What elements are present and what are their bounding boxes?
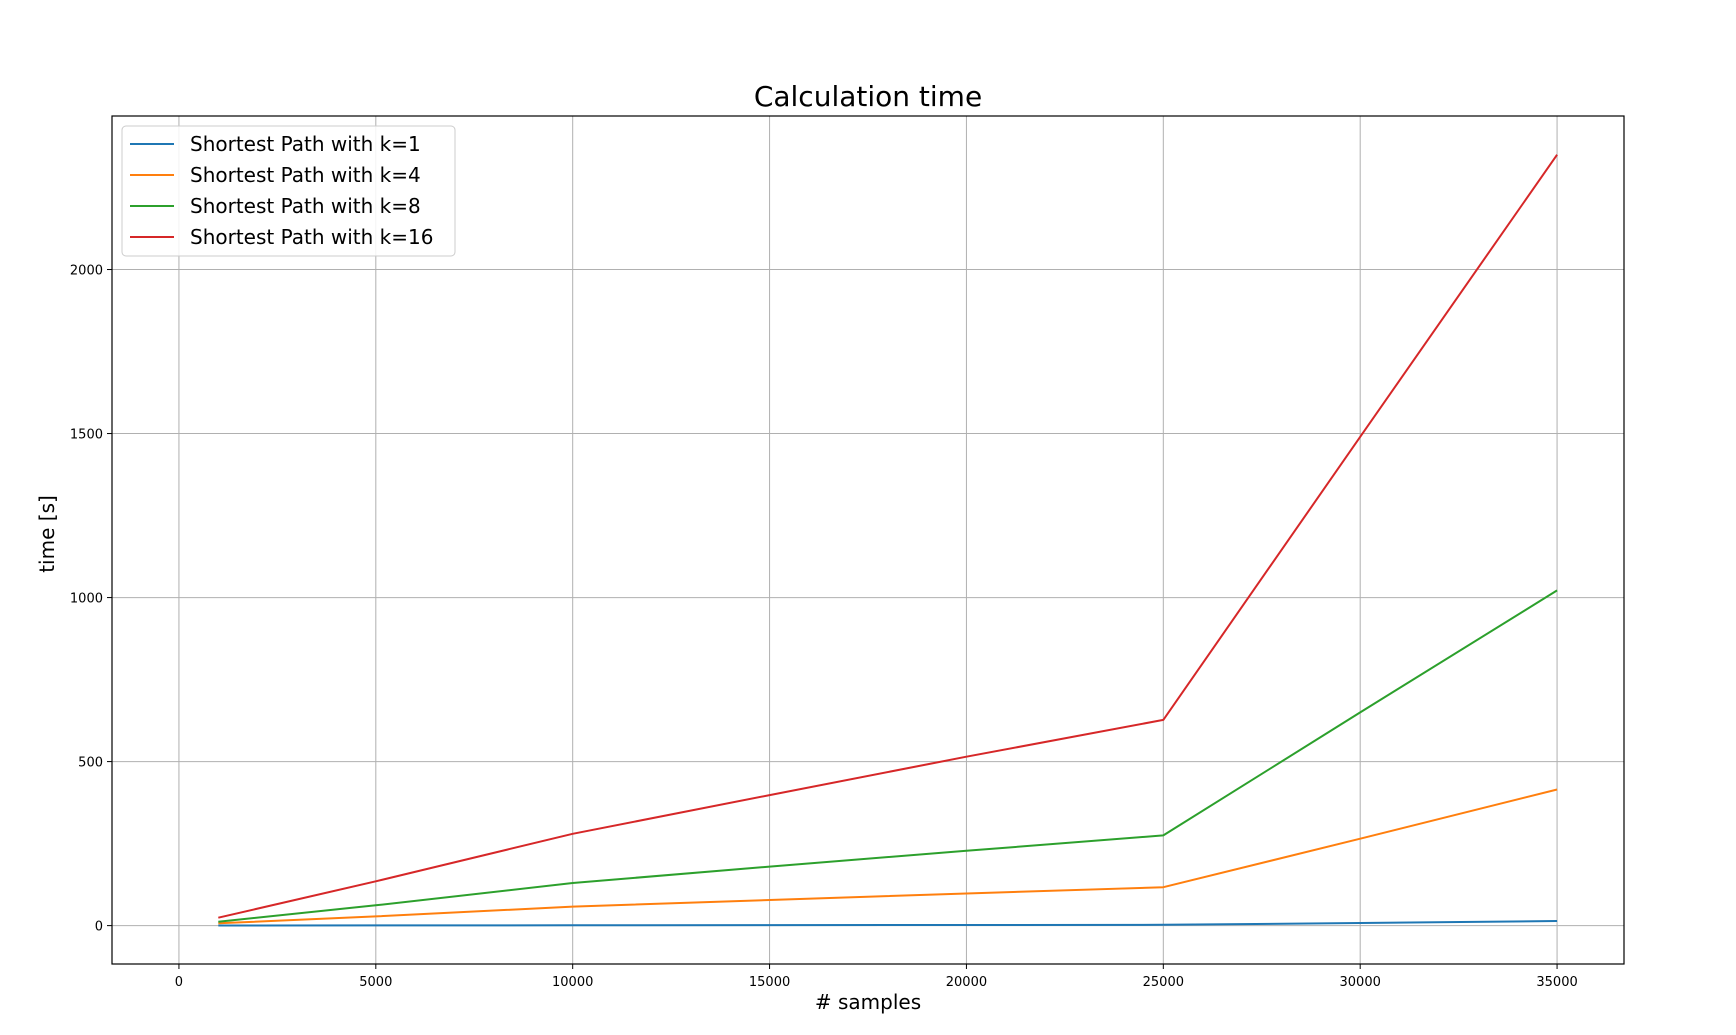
x-axis-label: # samples <box>815 990 921 1014</box>
y-tick-label: 1500 <box>70 428 103 443</box>
x-tick-label: 30000 <box>1340 975 1381 990</box>
legend-label: Shortest Path with k=16 <box>190 225 433 249</box>
series-line-3 <box>218 589 1558 923</box>
series-line-1 <box>218 920 1558 927</box>
x-tick-label: 25000 <box>1143 975 1184 990</box>
x-gridlines <box>178 116 1558 964</box>
chart-title: Calculation time <box>754 80 982 113</box>
x-tick-label: 35000 <box>1536 975 1577 990</box>
x-tick-label: 20000 <box>946 975 987 990</box>
x-axis-ticks: 0 5000 10000 15000 20000 25000 30000 35000 <box>175 964 1578 990</box>
series-line-2 <box>218 788 1558 925</box>
y-axis-ticks: 0 500 1000 1500 2000 <box>70 264 112 935</box>
x-tick-label: 0 <box>175 975 183 990</box>
x-tick-label: 10000 <box>552 975 593 990</box>
legend-label: Shortest Path with k=1 <box>190 132 421 156</box>
x-tick-label: 15000 <box>749 975 790 990</box>
plot-frame <box>111 115 1625 965</box>
legend-box <box>121 125 456 257</box>
series-line-4 <box>218 154 1558 919</box>
y-axis-label: time [s] <box>35 495 59 573</box>
plot-area <box>112 116 1624 964</box>
legend-label: Shortest Path with k=8 <box>190 194 421 218</box>
y-tick-label: 2000 <box>70 264 103 279</box>
legend: Shortest Path with k=1 Shortest Path with… <box>121 125 456 257</box>
y-tick-label: 500 <box>78 756 103 771</box>
y-tick-label: 0 <box>95 920 103 935</box>
series-lines <box>218 154 1558 927</box>
y-tick-label: 1000 <box>70 592 103 607</box>
legend-label: Shortest Path with k=4 <box>190 163 421 187</box>
x-tick-label: 5000 <box>359 975 392 990</box>
